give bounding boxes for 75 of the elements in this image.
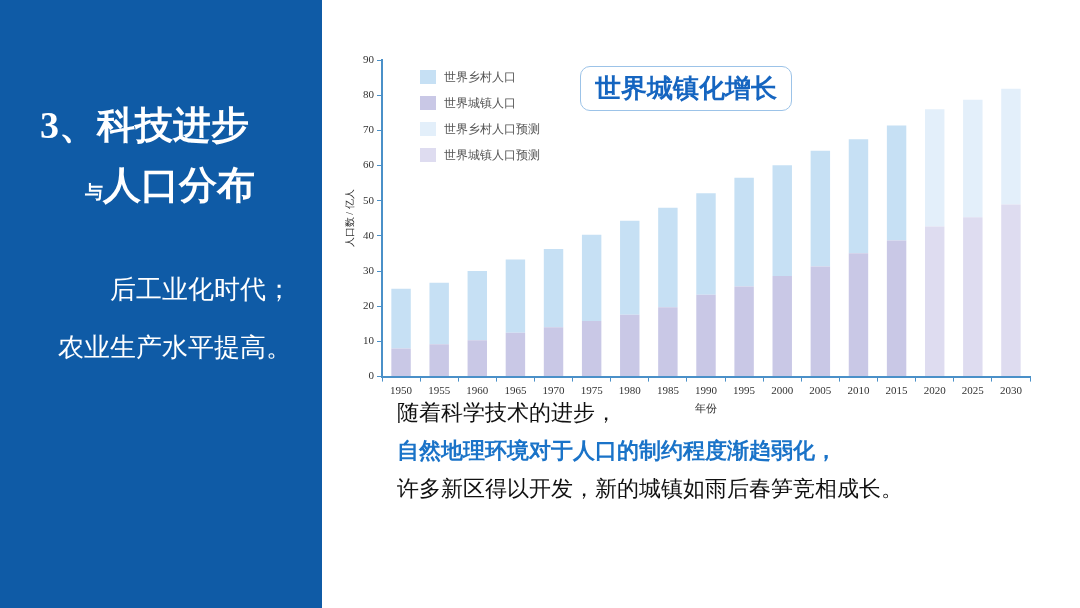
legend-label: 世界乡村人口预测 [444, 120, 540, 138]
y-tick-label: 80 [363, 88, 375, 101]
bar [924, 109, 945, 227]
bar [963, 99, 983, 218]
bar [658, 307, 678, 377]
bar [810, 150, 831, 267]
legend-label: 世界城镇人口预测 [444, 146, 540, 164]
bar [543, 327, 564, 377]
x-axis-title: 年份 [695, 402, 717, 415]
bar [581, 234, 602, 322]
bar [620, 314, 640, 377]
text: 随着科学技术的进步， [397, 399, 617, 427]
y-tick-label: 50 [363, 193, 375, 206]
bar [505, 332, 526, 377]
y-tick-label: 30 [363, 263, 375, 276]
bar [543, 248, 564, 328]
x-tick-label: 1970 [542, 384, 566, 397]
y-tick-label: 20 [363, 299, 375, 312]
x-tick-label: 2005 [809, 384, 832, 397]
x-tick-label: 1990 [695, 384, 718, 397]
bar [734, 177, 754, 287]
text: 3、科技进步 [40, 103, 249, 148]
bar [1001, 88, 1021, 205]
bar [467, 340, 488, 377]
x-tick-label: 1980 [618, 384, 642, 397]
bar [810, 266, 831, 377]
bar [581, 321, 602, 377]
bar [924, 226, 945, 377]
text: 许多新区得以开发，新的城镇如雨后春笋竞相成长。 [397, 475, 903, 503]
bar [963, 217, 983, 377]
text: 与人口分布 [85, 164, 255, 206]
x-tick-label: 2010 [847, 384, 870, 397]
x-tick-label: 2030 [999, 384, 1023, 397]
bar [429, 282, 449, 345]
x-tick-label: 1985 [656, 384, 680, 397]
text: 自然地理环境对于人口的制约程度渐趋弱化， [397, 437, 837, 465]
bar [620, 220, 640, 315]
y-tick-label: 0 [368, 369, 375, 382]
bar [505, 259, 526, 333]
x-tick-label: 1965 [504, 384, 527, 397]
bar [734, 286, 754, 377]
text: 农业生产水平提高。 [58, 331, 292, 364]
y-tick-label: 60 [363, 158, 375, 171]
text: 世界城镇化增长 [580, 66, 792, 111]
bar [772, 275, 792, 377]
bar [391, 288, 411, 349]
y-tick-label: 90 [363, 52, 375, 65]
x-tick-label: 1975 [580, 384, 604, 397]
bar [848, 253, 869, 377]
bar [696, 193, 716, 295]
legend-label: 世界城镇人口 [444, 94, 516, 112]
x-tick-label: 2000 [771, 384, 794, 397]
x-tick-label: 1995 [733, 384, 756, 397]
bar [429, 344, 449, 377]
bar [467, 271, 488, 341]
bar [886, 125, 907, 241]
x-tick-label: 2015 [885, 384, 909, 397]
bar [1001, 204, 1021, 377]
bar [886, 240, 907, 377]
x-tick-label: 1960 [466, 384, 489, 397]
bar [772, 165, 792, 276]
y-tick-label: 40 [363, 228, 375, 241]
text: 后工业化时代； [110, 273, 292, 306]
bar [696, 294, 716, 377]
x-tick-label: 2025 [961, 384, 985, 397]
x-tick-label: 1950 [390, 384, 413, 397]
x-tick-label: 1955 [428, 384, 451, 397]
y-axis-title: 人口数 / 亿人 [343, 189, 355, 248]
legend-label: 世界乡村人口 [444, 68, 516, 86]
y-tick-label: 10 [363, 334, 375, 347]
x-tick-label: 2020 [923, 384, 947, 397]
y-tick-label: 70 [363, 123, 375, 136]
bar [391, 348, 411, 377]
bar [848, 139, 869, 254]
bar [658, 207, 678, 308]
